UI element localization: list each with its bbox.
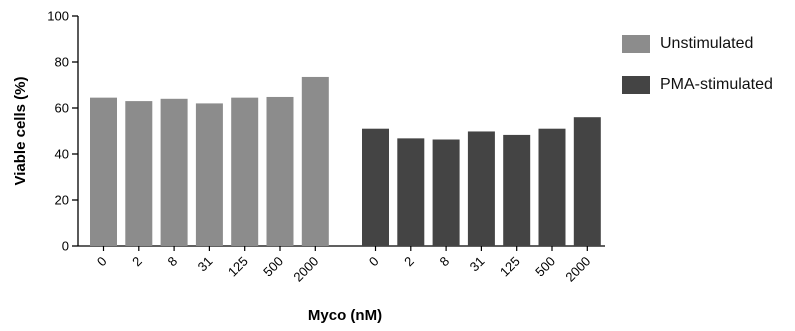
- legend-item-unstimulated: Unstimulated: [622, 33, 773, 55]
- x-axis-title: Myco (nM): [308, 307, 382, 324]
- y-tick-label: 60: [55, 101, 69, 116]
- bar-pma-stimulated-31: [467, 131, 495, 246]
- bar-pma-stimulated-125: [503, 134, 531, 246]
- bar-unstimulated-125: [231, 97, 259, 247]
- x-tick-label: 125: [497, 254, 523, 280]
- bar-pma-stimulated-2000: [573, 117, 601, 246]
- bar-unstimulated-2000: [301, 76, 329, 246]
- bar-unstimulated-31: [195, 103, 223, 247]
- bar-pma-stimulated-8: [432, 139, 460, 246]
- x-tick-label: 2000: [290, 254, 321, 285]
- bars: [90, 76, 601, 247]
- y-tick-label: 0: [62, 239, 69, 254]
- bar-unstimulated-8: [160, 98, 188, 246]
- x-tick-label: 2: [129, 254, 145, 270]
- bar-unstimulated-2: [125, 101, 153, 246]
- x-tick-label: 500: [260, 254, 286, 280]
- y-tick-label: 100: [47, 9, 69, 24]
- x-tick-label: 31: [195, 254, 216, 275]
- legend: Unstimulated PMA-stimulated: [622, 33, 773, 115]
- legend-swatch-pma-stimulated: [622, 76, 650, 94]
- x-tick-label: 0: [366, 254, 382, 270]
- x-axis: 0 2 8 31 125 500 2000 0 2 8 31 125 500 2000: [78, 245, 605, 285]
- x-tick-label: 31: [467, 254, 488, 275]
- x-tick-label: 8: [436, 254, 452, 270]
- x-tick-label: 8: [164, 254, 180, 270]
- bar-unstimulated-0: [90, 97, 117, 247]
- x-tick-label: 125: [225, 254, 251, 280]
- x-tick-label: 0: [94, 254, 110, 270]
- y-tick-label: 80: [55, 55, 69, 70]
- y-axis: 0 20 40 60 80 100: [47, 9, 79, 254]
- legend-swatch-unstimulated: [622, 35, 650, 53]
- bar-unstimulated-500: [266, 96, 294, 247]
- x-tick-label: 2000: [562, 254, 593, 285]
- y-tick-label: 40: [55, 147, 69, 162]
- y-axis-title: Viable cells (%): [12, 77, 29, 186]
- legend-label-pma-stimulated: PMA-stimulated: [660, 76, 773, 93]
- x-tick-label: 2: [401, 254, 417, 270]
- bar-pma-stimulated-500: [538, 128, 566, 246]
- legend-item-pma-stimulated: PMA-stimulated: [622, 74, 773, 96]
- legend-label-unstimulated: Unstimulated: [660, 35, 754, 52]
- bar-pma-stimulated-0: [362, 128, 389, 246]
- bar-pma-stimulated-2: [397, 138, 425, 246]
- y-tick-label: 20: [55, 193, 69, 208]
- x-tick-label: 500: [532, 254, 558, 280]
